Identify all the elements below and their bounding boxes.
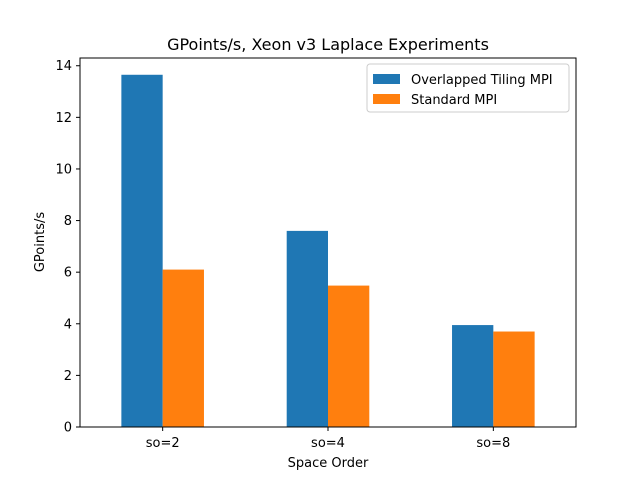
x-tick-label: so=2	[146, 436, 180, 451]
bars-group	[121, 74, 535, 427]
y-tick-label: 0	[64, 421, 72, 436]
bar-so=4-series-1	[328, 285, 370, 427]
y-tick-label: 2	[64, 369, 72, 384]
x-tick-label: so=4	[311, 436, 345, 451]
bar-so=8-series-0	[452, 325, 494, 427]
y-tick-label: 10	[55, 162, 72, 177]
y-tick-label: 6	[64, 266, 72, 281]
y-tick-label: 4	[64, 317, 72, 332]
legend-swatch	[373, 74, 400, 84]
legend-box	[366, 63, 570, 113]
y-tick-label: 8	[64, 214, 72, 229]
y-axis-label: GPoints/s	[33, 212, 48, 273]
y-tick-label: 12	[55, 111, 72, 126]
legend-entry-label: Overlapped Tiling MPI	[411, 73, 553, 88]
bar-so=4-series-0	[286, 230, 328, 427]
x-tick-label: so=8	[476, 436, 510, 451]
y-axis-ticks: 0 2 4 6 8 10 12 14	[55, 59, 80, 436]
bar-so=2-series-0	[121, 74, 163, 427]
bar-so=2-series-1	[162, 269, 204, 427]
x-axis-label: Space Order	[288, 456, 369, 471]
y-tick-label: 14	[55, 59, 72, 74]
legend-entry-label: Standard MPI	[411, 93, 497, 108]
chart-title: GPoints/s, Xeon v3 Laplace Experiments	[167, 35, 489, 54]
bar-so=8-series-1	[493, 331, 535, 427]
legend-swatch	[373, 94, 400, 104]
x-axis-ticks: so=2 so=4 so=8	[146, 427, 510, 451]
plot-frame	[79, 57, 577, 428]
legend: Overlapped Tiling MPI Standard MPI	[366, 63, 570, 113]
